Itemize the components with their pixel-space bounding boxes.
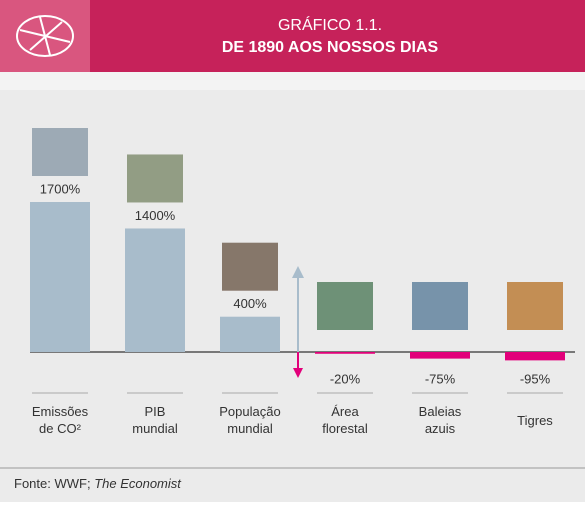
bar [30,202,90,352]
value-label: 1700% [40,181,81,196]
photo [507,282,563,330]
header-strip [0,72,585,90]
value-label: 400% [233,296,267,311]
value-label: -95% [520,371,551,386]
photo [222,243,278,291]
chart-subtitle: DE 1890 AOS NOSSOS DIAS [222,39,439,56]
bar [125,228,185,352]
photo [127,154,183,202]
value-label: -75% [425,371,456,386]
photo [412,282,468,330]
bar [410,352,470,359]
bar [220,317,280,352]
x-tick-label: Tigres [517,413,553,428]
source: Fonte: WWF; The Economist [14,476,182,491]
bar [315,352,375,354]
photo [317,282,373,330]
chart: GRÁFICO 1.1. DE 1890 AOS NOSSOS DIAS Fon… [0,0,585,502]
bar [505,352,565,360]
photo [32,128,88,176]
value-label: -20% [330,371,361,386]
chart-title: GRÁFICO 1.1. [278,15,382,34]
value-label: 1400% [135,208,176,223]
